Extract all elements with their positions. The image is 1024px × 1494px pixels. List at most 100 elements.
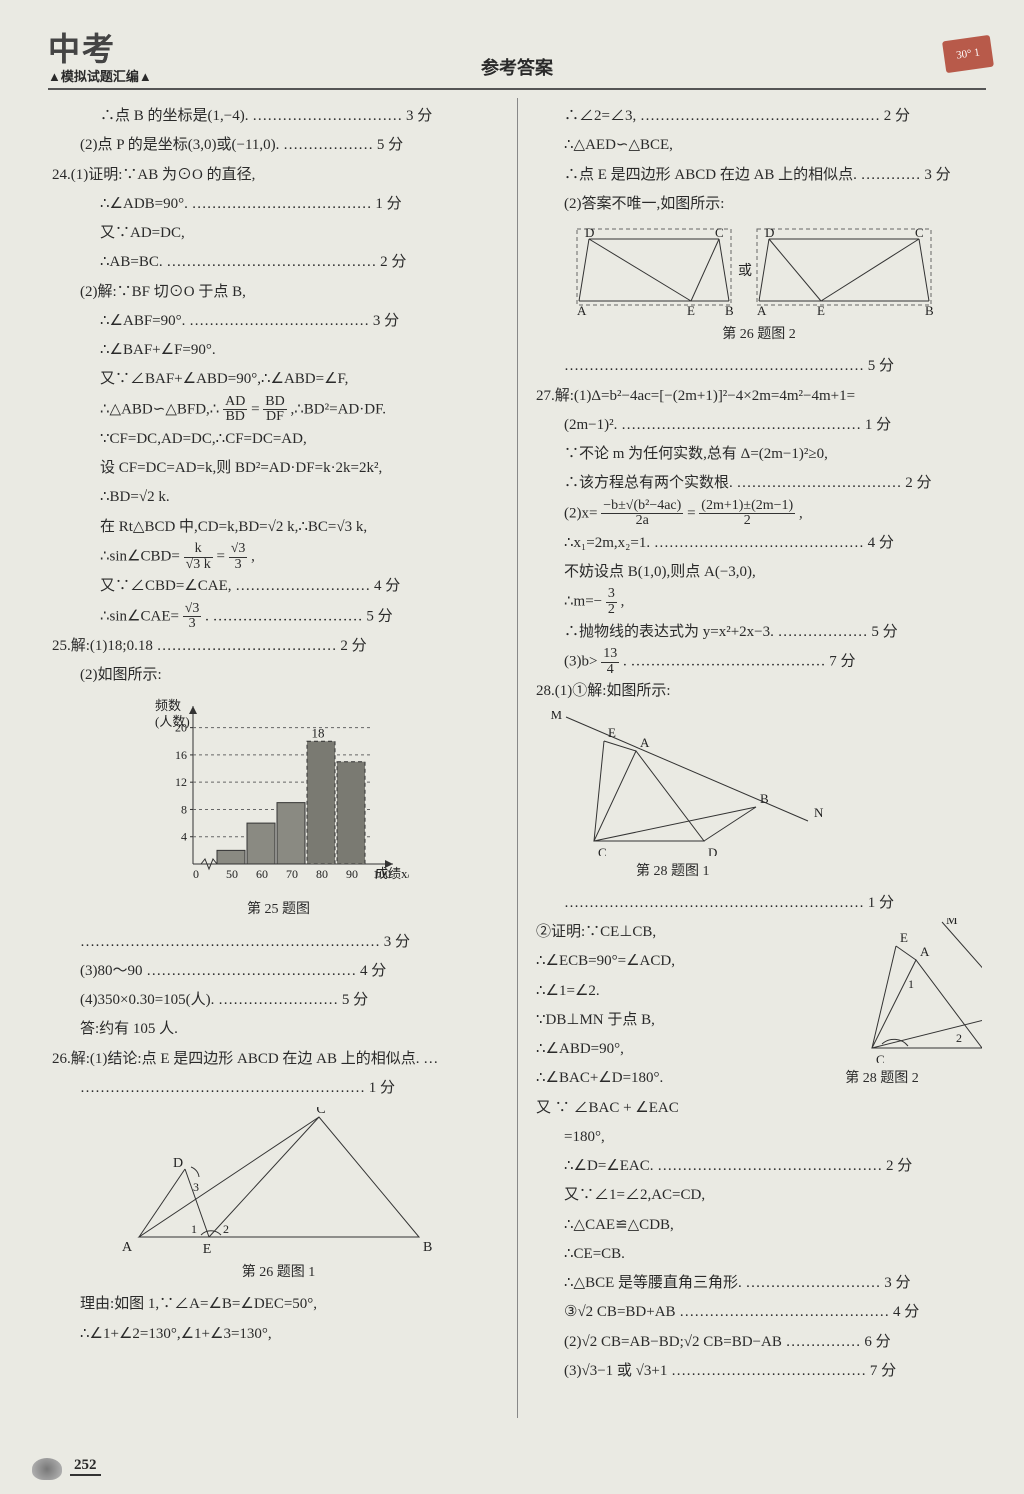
text-line: 答:约有 105 人.: [52, 1015, 505, 1044]
text-line: ∴△ABD∽△BFD,∴ ADBD = BDDF ,∴BD²=AD·DF.: [52, 395, 505, 425]
page-number: 252: [70, 1457, 101, 1476]
row-28-2: ②证明:∵CE⊥CB, ∴∠ECB=90°=∠ACD, ∴∠1=∠2. ∵DB⊥…: [536, 918, 982, 1123]
svg-text:90: 90: [346, 867, 358, 881]
figure-28-2: 12MEABNCD: [782, 918, 982, 1063]
text-line: (3)b> 134 . ………………………………… 7 分: [536, 647, 982, 677]
figure-caption: 第 25 题图: [52, 896, 505, 923]
svg-text:C: C: [715, 225, 724, 240]
fraction: √33: [183, 602, 202, 632]
fraction: −b±√(b²−4ac)2a: [601, 499, 683, 529]
svg-text:50: 50: [226, 867, 238, 881]
text-line: ∴△BCE 是等腰直角三角形. ……………………… 3 分: [536, 1269, 982, 1298]
text-line: 在 Rt△BCD 中,CD=k,BD=√2 k,∴BC=√3 k,: [52, 513, 505, 542]
text-line: 设 CF=DC=AD=k,则 BD²=AD·DF=k·2k=2k²,: [52, 454, 505, 483]
text-line: 又∵∠CBD=∠CAE, ……………………… 4 分: [52, 572, 505, 601]
svg-text:2: 2: [223, 1222, 229, 1236]
t: ,: [621, 594, 625, 610]
text-line: ∴x₁=2m,x₂=1. …………………………………… 4 分: [536, 529, 982, 558]
text-line: ………………………………………………… 1 分: [52, 1074, 505, 1103]
text-line: ∴点 B 的坐标是(1,−4). ………………………… 3 分: [52, 102, 505, 131]
text-line: ∴点 E 是四边形 ABCD 在边 AB 上的相似点. ………… 3 分: [536, 161, 982, 190]
text-line: ∴∠ABF=90°. ……………………………… 3 分: [52, 307, 505, 336]
figure-caption: 第 26 题图 1: [52, 1259, 505, 1286]
svg-text:D: D: [173, 1156, 183, 1171]
svg-text:E: E: [687, 303, 695, 318]
text-line: …………………………………………………… 5 分: [536, 352, 982, 381]
text-line: 28.(1)①解:如图所示:: [536, 677, 982, 706]
text-line: 又 ∵ ∠BAC + ∠EAC: [536, 1094, 774, 1123]
svg-text:M: M: [946, 918, 958, 927]
text-line: ∴∠ABD=90°,: [536, 1035, 774, 1064]
fraction: (2m+1)±(2m−1)2: [699, 499, 795, 529]
text-line: ∴△CAE≌△CDB,: [536, 1211, 982, 1240]
svg-text:A: A: [757, 303, 767, 318]
svg-text:C: C: [876, 1052, 885, 1063]
figure-caption: 第 26 题图 2: [536, 321, 982, 348]
svg-text:B: B: [725, 303, 734, 318]
t: ,∴BD²=AD·DF.: [290, 401, 385, 417]
text-line: ∴CE=CB.: [536, 1240, 982, 1269]
t: . ………………………… 5 分: [205, 608, 393, 624]
text-line: ∴抛物线的表达式为 y=x²+2x−3. ……………… 5 分: [536, 618, 982, 647]
t: =: [251, 401, 259, 417]
svg-text:20: 20: [175, 721, 187, 735]
svg-text:8: 8: [181, 803, 187, 817]
svg-text:A: A: [121, 1240, 132, 1255]
t: ∴△ABD∽△BFD,∴: [100, 401, 219, 417]
text-line: 24.(1)证明:∵AB 为⊙O 的直径,: [52, 161, 505, 190]
figure-caption: 第 28 题图 1: [536, 858, 982, 885]
text-line: (2m−1)². ………………………………………… 1 分: [536, 411, 982, 440]
text-line: ∴∠ADB=90°. ……………………………… 1 分: [52, 190, 505, 219]
text-line: 理由:如图 1,∵∠A=∠B=∠DEC=50°,: [52, 1290, 505, 1319]
t: ,: [799, 505, 803, 521]
text-line: ∴∠ECB=90°=∠ACD,: [536, 947, 774, 976]
triangle-figure-26-1: ABCDE312: [119, 1107, 439, 1257]
text-line: (2)点 P 的是坐标(3,0)或(−11,0). ……………… 5 分: [52, 131, 505, 160]
text-line: (3)√3−1 或 √3+1 ………………………………… 7 分: [536, 1357, 982, 1386]
svg-text:12: 12: [175, 776, 187, 790]
t: =: [687, 505, 695, 521]
text-line: ∵DB⊥MN 于点 B,: [536, 1006, 774, 1035]
text-line: ∵CF=DC,AD=DC,∴CF=DC=AD,: [52, 425, 505, 454]
text-line: ∴sin∠CBD= k√3 k = √33 ,: [52, 542, 505, 572]
text-line: 不妨设点 B(1,0),则点 A(−3,0),: [536, 558, 982, 587]
text-line: ③√2 CB=BD+AB …………………………………… 4 分: [536, 1298, 982, 1327]
svg-text:E: E: [900, 930, 908, 945]
svg-text:B: B: [423, 1240, 432, 1255]
svg-text:A: A: [577, 303, 587, 318]
footer-icon: [32, 1458, 62, 1480]
svg-text:2: 2: [956, 1031, 962, 1045]
svg-text:70: 70: [286, 867, 298, 881]
svg-text:1: 1: [908, 977, 914, 991]
svg-text:A: A: [920, 944, 930, 959]
text-line: (4)350×0.30=105(人). …………………… 5 分: [52, 986, 505, 1015]
text-line: ②证明:∵CE⊥CB,: [536, 918, 774, 947]
fraction: √33: [229, 542, 248, 572]
text-line: ∴∠2=∠3, ………………………………………… 2 分: [536, 102, 982, 131]
text-line: (2)答案不唯一,如图所示:: [536, 190, 982, 219]
page-title: 参考答案: [48, 54, 986, 80]
proof-block: ②证明:∵CE⊥CB, ∴∠ECB=90°=∠ACD, ∴∠1=∠2. ∵DB⊥…: [536, 918, 774, 1123]
text-line: ∴∠1+∠2=130°,∠1+∠3=130°,: [52, 1320, 505, 1349]
header: 中考 ▲模拟试题汇编▲ 参考答案 30° 1: [48, 20, 986, 90]
svg-text:频数: 频数: [155, 698, 181, 713]
svg-text:N: N: [814, 805, 824, 820]
svg-text:C: C: [598, 845, 607, 856]
text-line: ∴m=− 32 ,: [536, 587, 982, 617]
rect-figure-26-2: ABEDCABEDC或: [569, 223, 949, 319]
text-line: ∴AB=BC. …………………………………… 2 分: [52, 248, 505, 277]
t: ∴m=−: [564, 594, 602, 610]
bar-chart-25: 频数(人数)481216200506070809010018成绩x/分: [149, 694, 409, 894]
badge: 30° 1: [942, 35, 994, 73]
figure-28-1: MEABNCD: [546, 711, 826, 856]
t: =: [217, 549, 225, 565]
fraction: 134: [601, 647, 619, 677]
fraction: ADBD: [223, 395, 247, 425]
svg-text:成绩x/分: 成绩x/分: [375, 866, 409, 881]
text-line: ∴∠BAC+∠D=180°.: [536, 1064, 774, 1093]
svg-text:C: C: [316, 1107, 325, 1117]
left-column: ∴点 B 的坐标是(1,−4). ………………………… 3 分 (2)点 P 的…: [48, 98, 517, 1418]
svg-text:16: 16: [175, 748, 187, 762]
svg-text:3: 3: [193, 1180, 199, 1194]
text-line: …………………………………………………… 3 分: [52, 928, 505, 957]
